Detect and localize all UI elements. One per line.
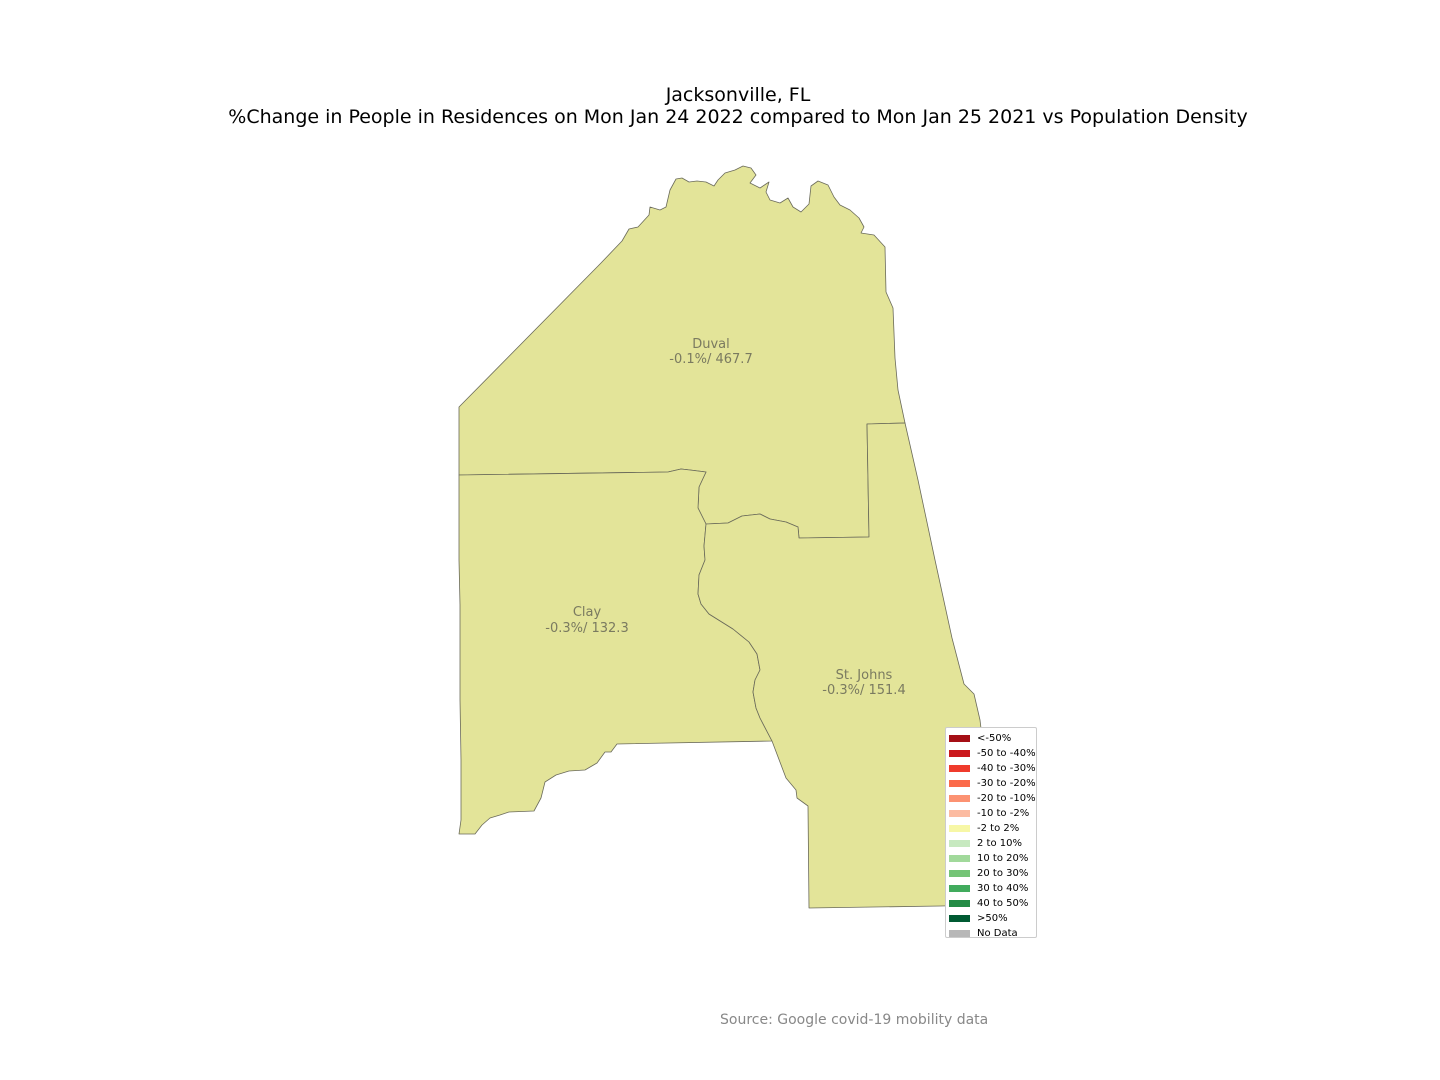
legend-item: 40 to 50% bbox=[946, 896, 1036, 911]
legend-item: -10 to -2% bbox=[946, 806, 1036, 821]
map-legend: <-50% -50 to -40% -40 to -30% -30 to -20% -2… bbox=[945, 727, 1037, 941]
county-label-duval-name: Duval bbox=[692, 337, 730, 352]
legend-item: -40 to -30% bbox=[946, 761, 1036, 776]
legend-label: -40 to -30% bbox=[977, 763, 1036, 774]
legend-swatch bbox=[949, 855, 970, 862]
legend-item: -2 to 2% bbox=[946, 821, 1036, 836]
county-label-clay-value: -0.3%/ 132.3 bbox=[545, 621, 628, 636]
legend-swatch bbox=[949, 810, 970, 817]
legend-swatch bbox=[949, 825, 970, 832]
legend-swatch bbox=[949, 930, 970, 937]
legend-label: <-50% bbox=[977, 733, 1012, 744]
legend-swatch bbox=[949, 765, 970, 772]
legend-item: -20 to -10% bbox=[946, 791, 1036, 806]
legend-item: -50 to -40% bbox=[946, 746, 1036, 761]
legend-label: -30 to -20% bbox=[977, 778, 1036, 789]
legend-item: 20 to 30% bbox=[946, 866, 1036, 881]
legend-label: No Data bbox=[977, 928, 1018, 939]
county-label-clay-name: Clay bbox=[573, 605, 602, 620]
legend-label: -20 to -10% bbox=[977, 793, 1036, 804]
legend-swatch bbox=[949, 840, 970, 847]
legend-label: 20 to 30% bbox=[977, 868, 1029, 879]
legend-swatch bbox=[949, 750, 970, 757]
source-note: Source: Google covid-19 mobility data bbox=[720, 1012, 989, 1028]
legend-label: -10 to -2% bbox=[977, 808, 1030, 819]
county-label-duval-value: -0.1%/ 467.7 bbox=[669, 352, 752, 367]
legend-swatch bbox=[949, 915, 970, 922]
county-label-st-johns-value: -0.3%/ 151.4 bbox=[822, 683, 905, 698]
legend-item: 30 to 40% bbox=[946, 881, 1036, 896]
legend-label: 30 to 40% bbox=[977, 883, 1029, 894]
legend-label: 40 to 50% bbox=[977, 898, 1029, 909]
legend-swatch bbox=[949, 780, 970, 787]
legend-swatch bbox=[949, 795, 970, 802]
legend-item: -30 to -20% bbox=[946, 776, 1036, 791]
legend-swatch bbox=[949, 885, 970, 892]
legend-label: -2 to 2% bbox=[977, 823, 1020, 834]
legend-swatch bbox=[949, 735, 970, 742]
legend-swatch bbox=[949, 870, 970, 877]
legend-label: >50% bbox=[977, 913, 1008, 924]
legend-swatch bbox=[949, 900, 970, 907]
legend-item: No Data bbox=[946, 926, 1036, 941]
legend-item: >50% bbox=[946, 911, 1036, 926]
legend-item: 10 to 20% bbox=[946, 851, 1036, 866]
legend-item: 2 to 10% bbox=[946, 836, 1036, 851]
legend-label: 2 to 10% bbox=[977, 838, 1022, 849]
legend-label: 10 to 20% bbox=[977, 853, 1029, 864]
map-subtitle: %Change in People in Residences on Mon J… bbox=[228, 106, 1248, 128]
legend-item: <-50% bbox=[946, 731, 1036, 746]
map-title: Jacksonville, FL bbox=[665, 84, 811, 106]
county-label-st-johns-name: St. Johns bbox=[836, 668, 893, 683]
legend-label: -50 to -40% bbox=[977, 748, 1036, 759]
